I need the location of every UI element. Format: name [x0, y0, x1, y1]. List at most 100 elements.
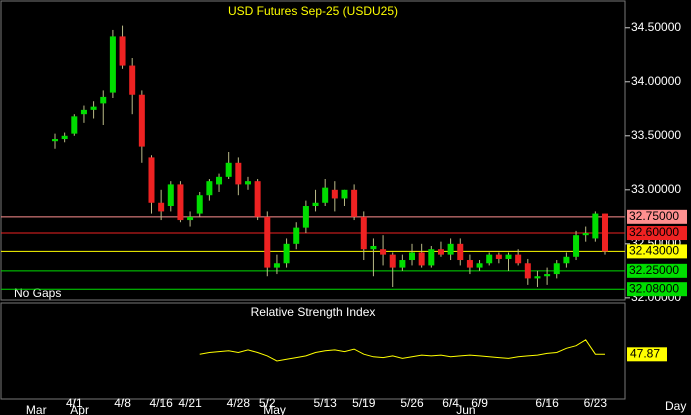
candle-body: [495, 254, 502, 259]
rsi-label: 47.87: [630, 346, 660, 360]
candle-body: [447, 243, 454, 255]
x-tick-label: 4/28: [227, 396, 251, 410]
candle-body: [52, 139, 58, 142]
candle-body: [148, 157, 155, 203]
annotation: Day: [665, 399, 686, 413]
x-tick-label: 5/2: [259, 396, 276, 410]
candle-body: [71, 116, 78, 134]
rsi-line: [199, 339, 606, 362]
candle-body: [582, 233, 589, 236]
candle-body: [254, 181, 261, 217]
candle-body: [225, 162, 232, 177]
candle-body: [418, 252, 425, 266]
candle-body: [283, 243, 290, 264]
candle-body: [592, 213, 599, 239]
candle-body: [602, 213, 608, 252]
x-tick-label: 4/16: [149, 396, 173, 410]
candle-body: [61, 135, 68, 140]
candle-body: [399, 260, 406, 268]
candle-body: [341, 189, 348, 199]
candle-body: [216, 176, 223, 185]
price-label: 32.25000: [629, 263, 679, 277]
candle-body: [264, 216, 271, 268]
price-label: 32.60000: [629, 225, 679, 239]
x-tick-label: 6/16: [535, 396, 559, 410]
candle-body: [331, 189, 338, 199]
price-label-box: [627, 282, 687, 297]
candle-body: [476, 263, 483, 268]
y-tick-label: 33.00000: [631, 182, 681, 196]
price-label-box: [627, 244, 687, 259]
price-panel: [0, 0, 626, 301]
candle-body: [119, 36, 126, 66]
candle-body: [428, 249, 435, 266]
rsi-label-box: [627, 347, 667, 362]
x-tick-label: 5/26: [400, 396, 424, 410]
candle-body: [486, 254, 493, 264]
candle-body: [466, 260, 473, 268]
month-label: Jun: [456, 403, 475, 415]
price-label-box: [627, 263, 687, 278]
x-tick-label: 5/13: [313, 396, 337, 410]
rsi-panel: [0, 302, 626, 400]
candle-body: [177, 184, 184, 221]
candle-body: [505, 254, 512, 259]
candle-body: [322, 187, 329, 203]
candle-body: [90, 106, 97, 110]
candle-body: [158, 202, 165, 212]
price-label: 32.43000: [629, 244, 679, 258]
candle-body: [206, 181, 213, 196]
candle-body: [235, 162, 242, 185]
candle-body: [302, 206, 309, 228]
candle-body: [573, 235, 580, 257]
y-tick-label: 34.00000: [631, 74, 681, 88]
candle-body: [100, 96, 107, 104]
candle-body: [312, 202, 319, 207]
x-tick-label: 4/21: [178, 396, 202, 410]
chart-title: USD Futures Sep-25 (USDU25): [228, 4, 398, 18]
candle-body: [167, 184, 174, 207]
candle-body: [524, 263, 531, 279]
y-tick-label: 33.50000: [631, 128, 681, 142]
price-label-box: [627, 226, 687, 241]
x-tick-label: 4/1: [66, 396, 83, 410]
y-tick-label: 34.50000: [631, 20, 681, 34]
candle-body: [534, 276, 541, 279]
x-tick-label: 6/23: [584, 396, 608, 410]
candle-body: [273, 263, 280, 268]
x-tick-label: 4/8: [114, 396, 131, 410]
candle-body: [437, 249, 444, 255]
candle-body: [360, 216, 367, 250]
candle-body: [380, 249, 387, 255]
candle-body: [563, 256, 570, 264]
price-label: 32.08000: [629, 281, 679, 295]
candle-body: [457, 243, 464, 261]
candle-body: [196, 195, 203, 214]
candle-body: [553, 263, 560, 275]
candle-body: [187, 216, 194, 221]
price-label-box: [627, 209, 687, 224]
x-tick-label: 5/19: [352, 396, 376, 410]
candle-body: [129, 65, 136, 95]
x-tick-label: 6/4: [442, 396, 459, 410]
candle-body: [370, 245, 377, 250]
price-label: 32.75000: [629, 209, 679, 223]
x-tick-label: 6/9: [471, 396, 488, 410]
candle-body: [351, 189, 358, 217]
candle-body: [544, 274, 551, 277]
candle-body: [244, 181, 251, 185]
annotation: No Gaps: [14, 286, 61, 300]
month-label: May: [263, 403, 286, 415]
candle-body: [80, 109, 87, 115]
month-label: Apr: [70, 403, 89, 415]
candle-body: [293, 227, 300, 244]
candle-body: [109, 36, 116, 93]
candle-body: [138, 94, 145, 147]
month-label: Mar: [26, 403, 47, 415]
candle-body: [409, 252, 416, 261]
candle-body: [389, 254, 396, 268]
candle-body: [515, 254, 522, 264]
rsi-title: Relative Strength Index: [251, 305, 376, 319]
